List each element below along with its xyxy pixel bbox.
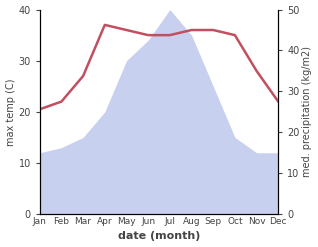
Y-axis label: med. precipitation (kg/m2): med. precipitation (kg/m2): [302, 46, 313, 177]
X-axis label: date (month): date (month): [118, 231, 200, 242]
Y-axis label: max temp (C): max temp (C): [5, 78, 16, 145]
